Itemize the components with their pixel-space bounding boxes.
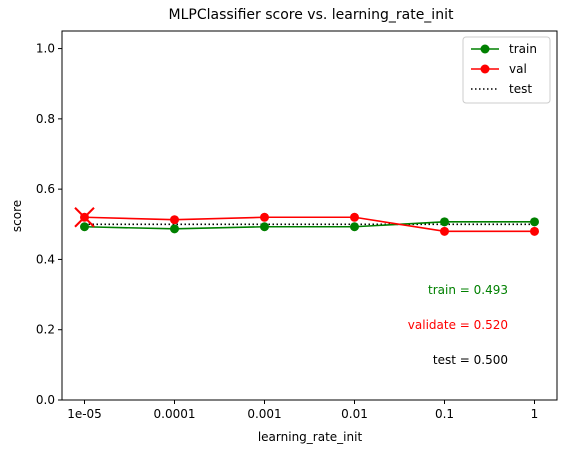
x-tick-label: 0.01: [341, 407, 368, 421]
legend-label: train: [509, 42, 537, 56]
score-annotation: validate = 0.520: [408, 318, 508, 332]
legend-label: test: [509, 82, 532, 96]
data-point-train: [350, 222, 359, 232]
data-point-val: [350, 212, 359, 222]
data-point-val: [440, 226, 449, 236]
data-point-train: [260, 222, 269, 232]
x-axis: 1e-05 0.0001 0.001 0.01 0.1 1: [67, 400, 538, 421]
legend: train val test: [462, 36, 551, 104]
x-tick-label: 0.1: [435, 407, 454, 421]
series-layer: [74, 207, 539, 236]
legend-item-val: val: [471, 62, 527, 76]
y-tick-label: 0.6: [36, 182, 55, 196]
y-tick-label: 0.2: [36, 323, 55, 337]
data-point-val: [170, 215, 179, 225]
data-point-train: [170, 224, 179, 234]
y-axis-label: score: [10, 200, 24, 232]
y-tick-label: 0.8: [36, 112, 55, 126]
score-annotation: train = 0.493: [428, 283, 508, 297]
legend-item-train: train: [471, 42, 537, 56]
legend-box: [462, 36, 551, 104]
y-tick-label: 1.0: [36, 42, 55, 56]
x-tick-label: 0.001: [247, 407, 281, 421]
annotations: train = 0.493 validate = 0.520 test = 0.50…: [408, 283, 508, 367]
data-point-train: [440, 217, 449, 227]
x-tick-label: 1: [531, 407, 539, 421]
data-point-train: [80, 222, 89, 232]
chart-title: MLPClassifier score vs. learning_rate_in…: [169, 7, 454, 23]
data-point-val: [260, 212, 269, 222]
legend-marker: [480, 64, 490, 74]
y-tick-label: 0.4: [36, 252, 55, 266]
legend-item-test: test: [471, 82, 532, 96]
y-tick-label: 0.0: [36, 393, 55, 407]
x-tick-label: 0.0001: [154, 407, 196, 421]
series-line-train: [84, 221, 535, 230]
data-point-val: [530, 226, 539, 236]
legend-marker: [480, 44, 490, 54]
data-point-train: [530, 217, 539, 227]
series-line-val: [84, 216, 535, 233]
score-annotation: test = 0.500: [433, 353, 508, 367]
y-axis: 0.0 0.2 0.4 0.6 0.8 1.0: [36, 42, 62, 407]
x-tick-label: 1e-05: [67, 407, 102, 421]
x-axis-label: learning_rate_init: [258, 430, 363, 444]
best-score-marker: [74, 207, 95, 228]
legend-label: val: [509, 62, 527, 76]
